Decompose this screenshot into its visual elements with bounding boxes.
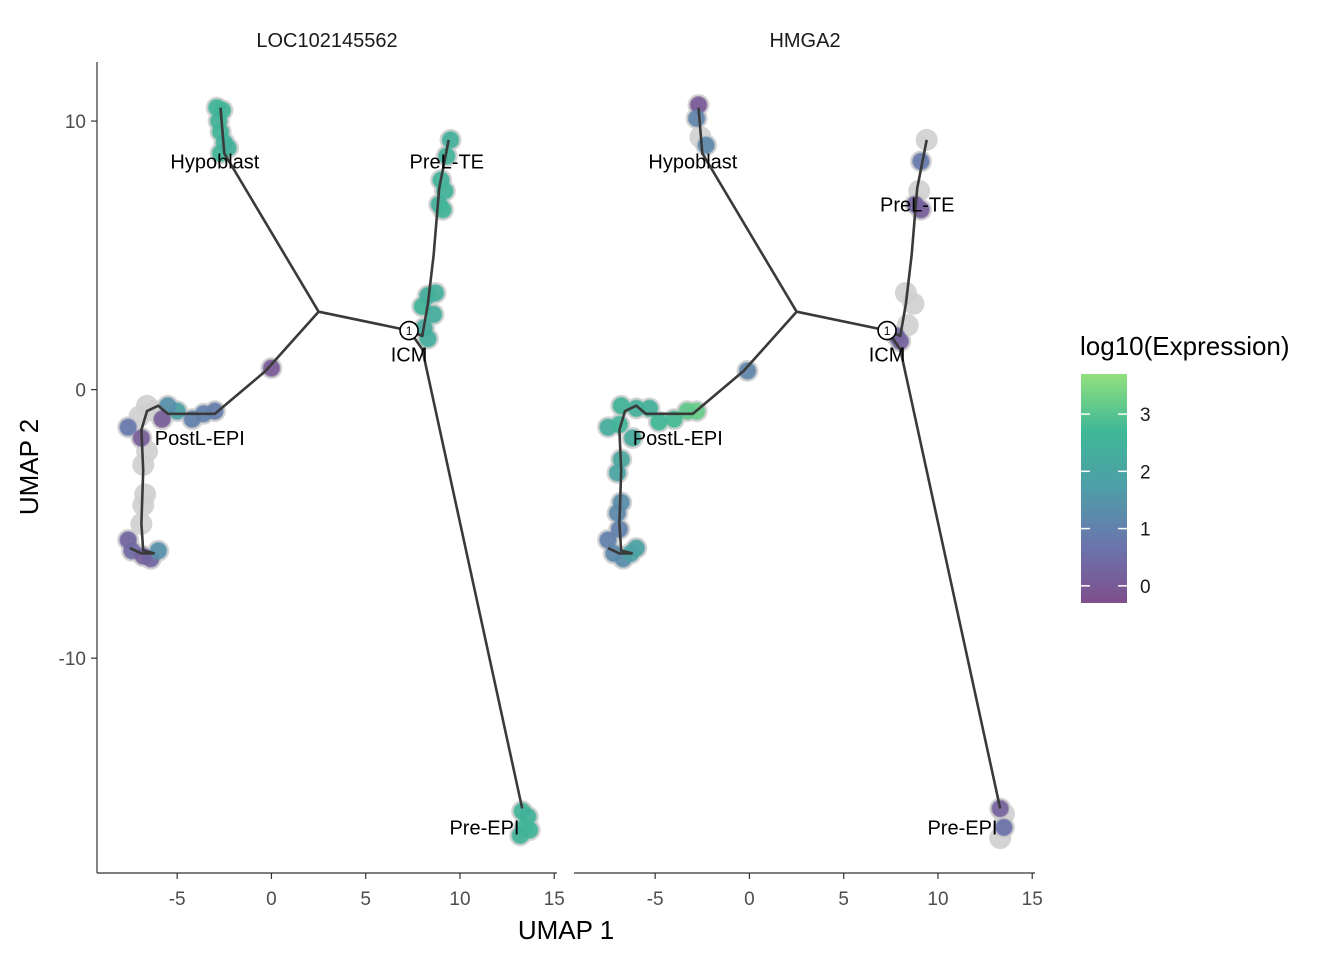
- trajectory-edge: [796, 310, 888, 332]
- trajectory-edge: [886, 139, 928, 338]
- x-tick-label: -5: [647, 889, 664, 910]
- trajectory-edge: [318, 310, 410, 332]
- expression-cell-point: [738, 361, 757, 380]
- trajectory-edge: [607, 546, 633, 555]
- legend-tick-label: 0: [1140, 577, 1151, 598]
- branch-label: Hypoblast: [648, 151, 737, 173]
- panel-loc102145562: 1 Hypoblast PreL-TE ICM PostL-EPI Pre-EPI: [117, 96, 541, 847]
- branch-label: PreL-TE: [410, 151, 484, 173]
- legend-colorbar: [1081, 374, 1127, 603]
- panel-title-hmga2: HMGA2: [769, 30, 840, 52]
- trajectory-edge: [408, 139, 450, 338]
- expression-cell-point: [520, 821, 539, 840]
- expression-cell-point: [608, 463, 627, 482]
- branch-label: PostL-EPI: [633, 428, 723, 450]
- legend-title: log10(Expression): [1080, 331, 1290, 361]
- branch-label: PostL-EPI: [155, 428, 245, 450]
- x-tick-label: 10: [927, 889, 948, 910]
- trajectory-edge: [618, 310, 798, 555]
- x-tick-label: 0: [266, 889, 277, 910]
- trajectory-edge: [129, 546, 155, 555]
- expression-cell-point: [426, 283, 445, 302]
- y-tick-label: 0: [75, 381, 86, 402]
- expression-cell-point: [262, 359, 281, 378]
- expression-cell-point: [608, 504, 627, 523]
- expression-cell-point: [994, 818, 1013, 837]
- root-node-marker: [399, 320, 419, 341]
- y-tick-label: 10: [65, 112, 86, 133]
- root-node-label: 1: [406, 324, 413, 338]
- expression-cell-point: [687, 109, 706, 128]
- trajectory-edge: [140, 310, 320, 555]
- branch-label: Pre-EPI: [927, 817, 997, 839]
- x-tick-label: 10: [449, 889, 470, 910]
- expression-cell-point: [183, 410, 202, 429]
- y-tick-label: -10: [59, 649, 86, 670]
- trajectory-edge: [697, 107, 798, 313]
- trajectory-edge: [219, 107, 320, 313]
- x-tick-label: 0: [744, 889, 755, 910]
- panel-title-loc102145562: LOC102145562: [256, 30, 397, 52]
- x-axis-title: UMAP 1: [518, 915, 614, 945]
- trajectory-edge: [408, 329, 524, 809]
- x-tick-label: -5: [169, 889, 186, 910]
- root-node-label: 1: [884, 324, 891, 338]
- trajectory-edge: [886, 329, 1002, 809]
- root-node-marker: [877, 320, 897, 341]
- background-cell-point: [915, 128, 938, 151]
- x-tick-label: 15: [1022, 889, 1043, 910]
- expression-cell-point: [418, 329, 437, 348]
- x-axis-ticks: -5 0 5 10 15 -5 0 5 10 15: [169, 873, 1043, 910]
- x-tick-label: 5: [360, 889, 371, 910]
- branch-label: Hypoblast: [170, 151, 259, 173]
- branch-label: ICM: [391, 345, 428, 367]
- expression-cell-point: [119, 418, 138, 437]
- expression-cell-point: [149, 541, 168, 560]
- legend-tick-label: 1: [1140, 520, 1151, 541]
- expression-cell-point: [991, 799, 1010, 818]
- legend-tick-label: 2: [1140, 462, 1151, 483]
- background-cell-point: [902, 292, 925, 315]
- x-tick-label: 5: [838, 889, 849, 910]
- expression-cell-point: [153, 410, 172, 429]
- expression-cell-point: [623, 428, 642, 447]
- color-legend: log10(Expression) 0 1 2 3: [1080, 331, 1290, 603]
- legend-ticks: 0 1 2 3: [1081, 405, 1151, 598]
- branch-label: PreL-TE: [880, 194, 954, 216]
- branch-label: ICM: [869, 345, 906, 367]
- branch-label: Pre-EPI: [449, 817, 519, 839]
- x-tick-label: 15: [544, 889, 565, 910]
- expression-cell-point: [441, 130, 460, 149]
- panel-hmga2: 1 Hypoblast PreL-TE ICM PostL-EPI Pre-EPI: [597, 93, 1015, 850]
- y-axis-ticks: 10 0 -10: [59, 112, 97, 670]
- legend-tick-label: 3: [1140, 405, 1151, 426]
- y-axis-title: UMAP 2: [14, 419, 44, 515]
